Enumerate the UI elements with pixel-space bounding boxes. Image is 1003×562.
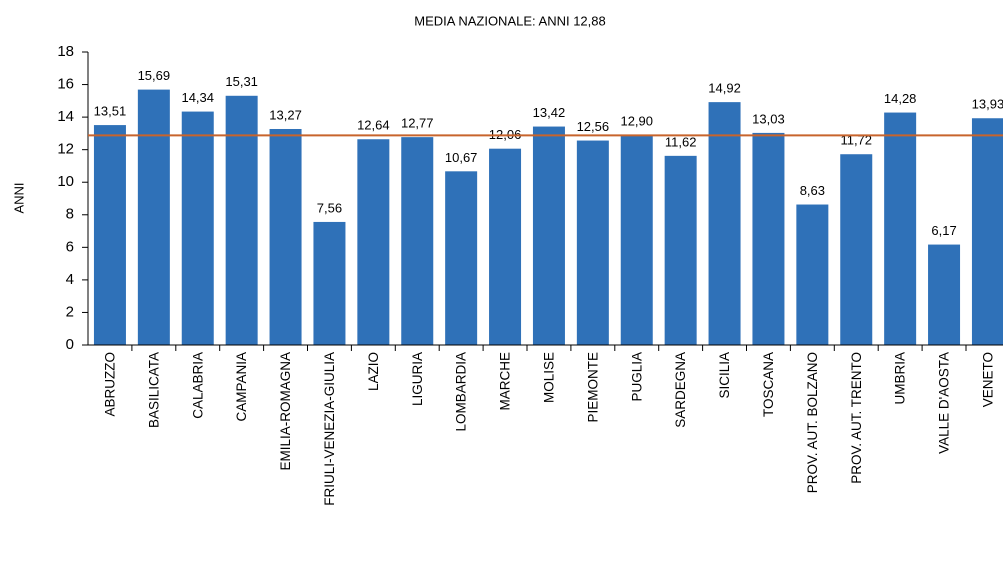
value-label: 12,64 bbox=[357, 118, 390, 133]
x-tick-label: EMILIA-ROMAGNA bbox=[278, 352, 293, 471]
y-tick-label: 12 bbox=[57, 141, 74, 158]
y-tick-label: 10 bbox=[57, 173, 74, 190]
x-tick-label: ABRUZZO bbox=[103, 352, 118, 417]
value-label: 12,90 bbox=[620, 113, 653, 128]
x-tick-label: PROV. AUT. BOLZANO bbox=[805, 352, 820, 493]
bar bbox=[532, 126, 565, 346]
y-tick-label: 18 bbox=[57, 43, 74, 60]
x-tick-label: LIGURIA bbox=[410, 352, 425, 406]
bar bbox=[313, 221, 346, 345]
x-tick-label: CALABRIA bbox=[190, 352, 205, 419]
value-label: 13,03 bbox=[752, 111, 785, 126]
y-tick-label: 8 bbox=[66, 206, 74, 223]
value-label: 14,28 bbox=[884, 91, 917, 106]
bar bbox=[620, 135, 653, 345]
value-label: 6,17 bbox=[931, 223, 956, 238]
x-tick-label: LAZIO bbox=[366, 352, 381, 391]
x-tick-label: PUGLIA bbox=[629, 352, 644, 402]
bar bbox=[137, 89, 170, 345]
bar bbox=[269, 128, 302, 345]
x-tick-label: VALLE D'AOSTA bbox=[937, 352, 952, 454]
x-tick-label: PIEMONTE bbox=[585, 352, 600, 423]
x-tick-label: CAMPANIA bbox=[234, 352, 249, 422]
y-tick-label: 2 bbox=[66, 303, 74, 320]
value-label: 14,92 bbox=[708, 81, 741, 96]
value-label: 8,63 bbox=[800, 183, 825, 198]
chart-title: MEDIA NAZIONALE: ANNI 12,88 bbox=[414, 13, 605, 28]
x-tick-label: MARCHE bbox=[498, 352, 513, 411]
bar bbox=[884, 112, 917, 345]
bar bbox=[928, 244, 961, 345]
x-tick-label: LOMBARDIA bbox=[454, 352, 469, 432]
x-tick-label: SARDEGNA bbox=[673, 352, 688, 428]
value-label: 11,62 bbox=[665, 134, 697, 149]
bar bbox=[489, 148, 522, 345]
y-tick-label: 16 bbox=[57, 76, 74, 93]
value-label: 12,56 bbox=[577, 119, 610, 134]
bar bbox=[401, 137, 434, 345]
bar bbox=[796, 204, 829, 345]
bar bbox=[225, 95, 258, 345]
x-tick-label: SICILIA bbox=[717, 352, 732, 399]
value-label: 15,31 bbox=[225, 74, 258, 89]
value-label: 15,69 bbox=[138, 68, 171, 83]
value-label: 13,93 bbox=[972, 97, 1003, 112]
x-tick-label: MOLISE bbox=[542, 352, 557, 403]
x-tick-label: FRIULI-VENEZIA-GIULIA bbox=[322, 352, 337, 506]
x-tick-label: BASILICATA bbox=[146, 352, 161, 428]
bar bbox=[752, 132, 785, 345]
bar bbox=[664, 155, 697, 345]
y-tick-label: 0 bbox=[66, 336, 74, 353]
x-tick-label: PROV. AUT. TRENTO bbox=[849, 352, 864, 484]
value-label: 10,67 bbox=[445, 150, 478, 165]
bar bbox=[93, 125, 126, 345]
bar bbox=[971, 118, 1003, 346]
value-label: 12,77 bbox=[401, 116, 434, 131]
y-tick-label: 14 bbox=[57, 108, 74, 125]
x-tick-label: UMBRIA bbox=[893, 352, 908, 405]
bar bbox=[357, 139, 390, 345]
value-label: 7,56 bbox=[317, 200, 342, 215]
value-label: 13,27 bbox=[269, 107, 302, 122]
bar bbox=[576, 140, 609, 345]
value-label: 13,42 bbox=[533, 105, 566, 120]
bar bbox=[708, 102, 741, 345]
y-tick-label: 6 bbox=[66, 238, 74, 255]
value-label: 13,51 bbox=[94, 104, 127, 119]
bar bbox=[840, 154, 873, 345]
x-tick-label: TOSCANA bbox=[761, 352, 776, 417]
value-label: 14,34 bbox=[181, 90, 214, 105]
value-label: 11,72 bbox=[840, 133, 872, 148]
bar bbox=[181, 111, 214, 346]
bar bbox=[445, 171, 478, 345]
y-axis-label: ANNI bbox=[11, 182, 26, 213]
y-tick-label: 4 bbox=[66, 271, 74, 288]
x-tick-label: VENETO bbox=[981, 352, 996, 407]
